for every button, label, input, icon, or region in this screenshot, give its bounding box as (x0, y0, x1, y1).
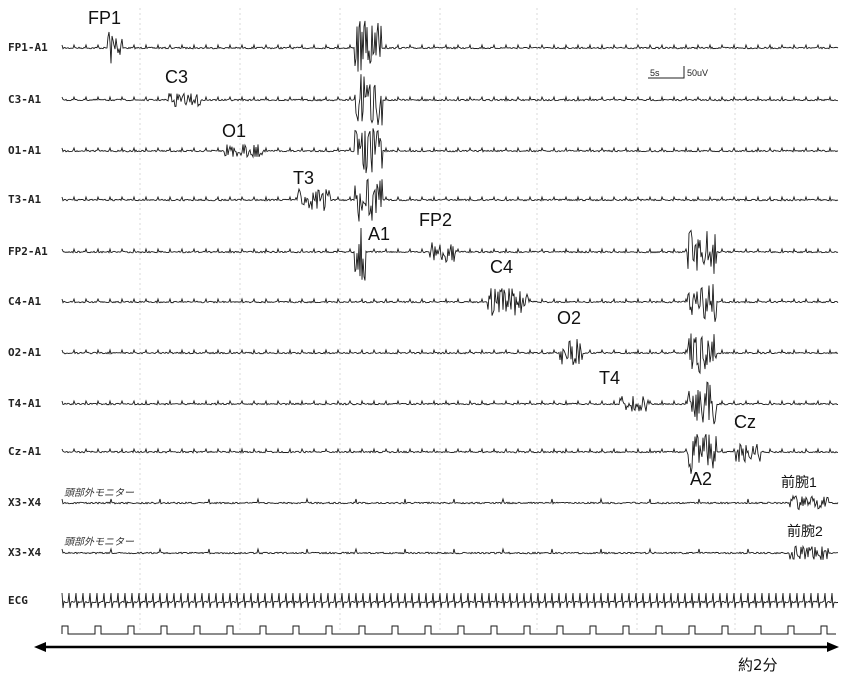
channel-trace (61, 227, 839, 281)
channel-label-fp2-a1: FP2-A1 (8, 245, 48, 258)
event-label-c3: C3 (165, 67, 188, 87)
channel-trace (61, 284, 839, 322)
duration-arrow-right-head (827, 642, 839, 652)
event-label-a1: A1 (368, 224, 390, 244)
channel-trace (61, 494, 839, 511)
channel-label-x3-x4-1: X3-X4 (8, 496, 41, 509)
channel-label-ecg: ECG (8, 594, 28, 607)
channel-trace (61, 333, 839, 375)
channel-trace (61, 592, 838, 609)
channel-label-o2-a1: O2-A1 (8, 346, 41, 359)
event-label-forearm-1: 前腕1 (781, 474, 817, 490)
time-gridlines (139, 8, 736, 632)
scale-bar-amplitude: 50uV (687, 68, 708, 78)
event-label-o2: O2 (557, 308, 581, 328)
extracranial-monitor-label-2: 頭部外モニター (64, 536, 135, 548)
channel-label-t4-a1: T4-A1 (8, 397, 41, 410)
duration-arrow: 約2分 (34, 642, 839, 674)
event-label-fp2: FP2 (419, 210, 452, 230)
scale-bar: 5s 50uV (648, 66, 708, 79)
channel-trace (61, 20, 839, 72)
channel-label-c3-a1: C3-A1 (8, 93, 41, 106)
event-label-forearm-2: 前腕2 (787, 523, 823, 539)
event-label-cz: Cz (734, 412, 756, 432)
channel-label-fp1-a1: FP1-A1 (8, 41, 48, 54)
channel-label-cz-a1: Cz-A1 (8, 445, 41, 458)
scale-bar-line (648, 66, 685, 79)
channel-label-x3-x4-2: X3-X4 (8, 546, 41, 559)
channel-label-o1-a1: O1-A1 (8, 144, 41, 157)
event-label-o1: O1 (222, 121, 246, 141)
channel-trace (61, 381, 839, 425)
event-label-t3: T3 (293, 168, 314, 188)
event-label-t4: T4 (599, 368, 620, 388)
extracranial-monitor-label-1: 頭部外モニター (64, 487, 135, 499)
event-label-fp1: FP1 (88, 8, 121, 28)
channel-trace (61, 544, 838, 560)
event-label-c4: C4 (490, 257, 513, 277)
channel-trace (61, 434, 839, 474)
channel-trace (61, 128, 839, 174)
channel-trace (61, 74, 839, 126)
timing-pulse-trace (61, 625, 836, 635)
event-label-a2: A2 (690, 469, 712, 489)
channel-traces (61, 20, 839, 635)
scale-bar-time: 5s (650, 68, 660, 78)
channel-label-t3-a1: T3-A1 (8, 193, 41, 206)
duration-label: 約2分 (738, 656, 778, 674)
channel-trace (61, 178, 839, 222)
duration-arrow-left-head (34, 642, 46, 652)
channel-label-c4-a1: C4-A1 (8, 295, 41, 308)
